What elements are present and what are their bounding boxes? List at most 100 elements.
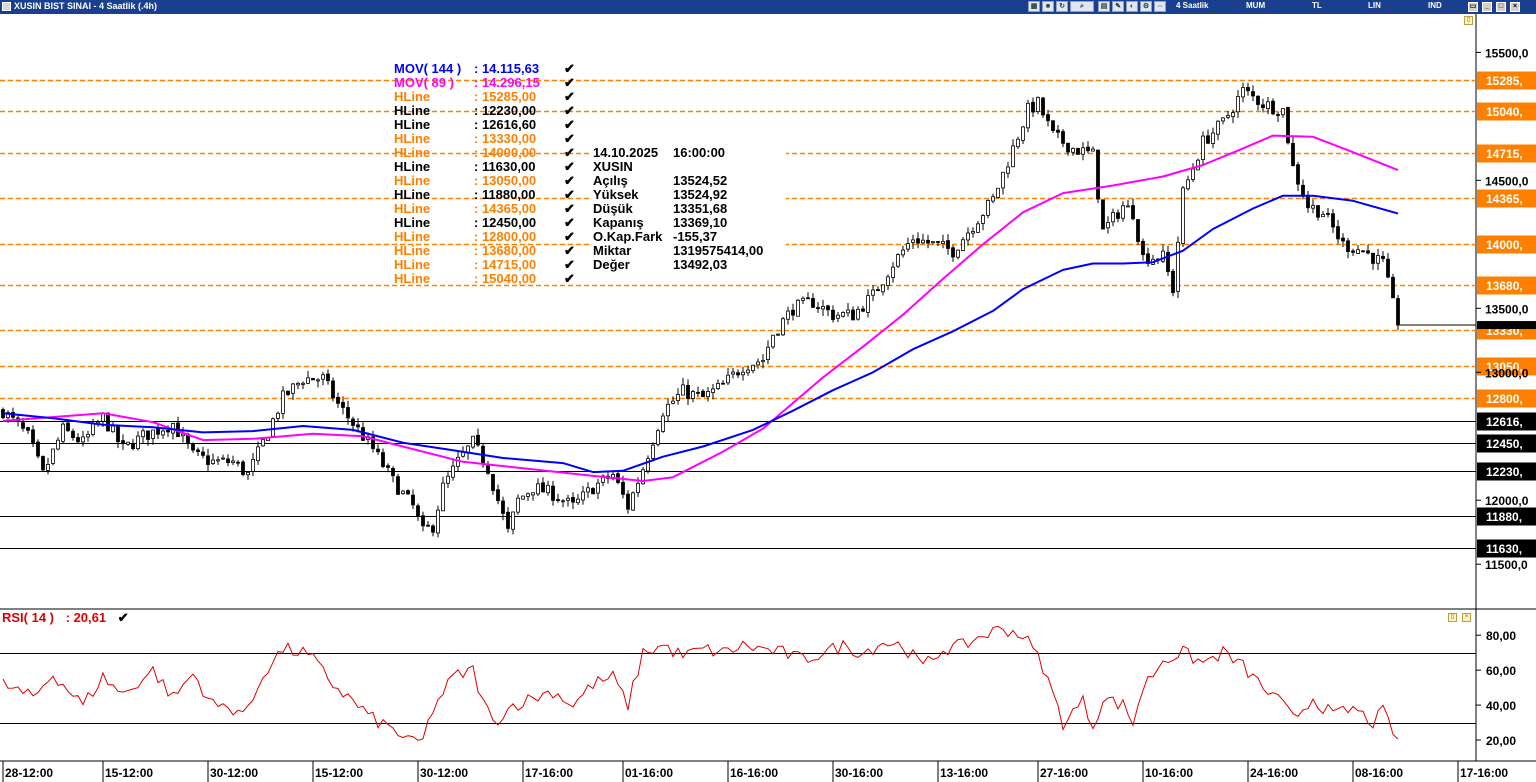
candle: [306, 370, 310, 384]
legend-check-icon[interactable]: ✔: [564, 271, 575, 286]
legend-value: : 14000,00: [474, 145, 537, 160]
legend-name: HLine: [394, 243, 431, 258]
candle: [1181, 185, 1185, 247]
rsi-panel-options-icon[interactable]: ▯: [1448, 613, 1457, 622]
candle: [866, 289, 870, 318]
minimize-window-button[interactable]: _: [1482, 2, 1492, 12]
legend-check-icon[interactable]: ✔: [564, 61, 575, 76]
candle: [291, 382, 295, 400]
legend-check-icon[interactable]: ✔: [564, 159, 575, 174]
candle: [761, 354, 765, 369]
candle: [1171, 268, 1175, 297]
candle: [891, 262, 895, 283]
restore-window-button[interactable]: ▭: [1468, 2, 1478, 12]
stop-icon[interactable]: ■: [1042, 1, 1054, 12]
expand-icon[interactable]: ⇔: [1154, 1, 1166, 12]
legend-check-icon[interactable]: ✔: [564, 75, 575, 90]
scale-selector[interactable]: LIN: [1368, 1, 1381, 10]
candle-down: [1336, 226, 1340, 240]
candle-down: [1116, 212, 1120, 219]
candle: [1096, 149, 1100, 204]
legend-check-icon[interactable]: ✔: [564, 173, 575, 188]
legend-name: HLine: [394, 187, 431, 202]
legend-name: HLine: [394, 215, 431, 230]
close-window-button[interactable]: ×: [1510, 2, 1520, 12]
candle-down: [556, 499, 560, 501]
candle: [956, 249, 960, 260]
draw-icon[interactable]: ✎: [1112, 1, 1124, 12]
info-label: O.Kap.Fark: [593, 229, 663, 244]
color-icon[interactable]: ◐: [1126, 1, 1138, 12]
hline-price-label: 12616,: [1486, 415, 1523, 429]
candle-up: [61, 423, 65, 442]
candle: [1061, 129, 1065, 148]
zoom-icon[interactable]: ⌕: [1070, 1, 1094, 12]
period-selector[interactable]: 4 Saatlik: [1176, 1, 1209, 10]
rsi-panel-close-icon[interactable]: ×: [1462, 613, 1471, 622]
legend-check-icon[interactable]: ✔: [564, 187, 575, 202]
candle-down: [1076, 148, 1080, 155]
legend-check-icon[interactable]: ✔: [564, 131, 575, 146]
candle: [1321, 210, 1325, 218]
legend-check-icon[interactable]: ✔: [564, 103, 575, 118]
chart-type-selector[interactable]: MUM: [1246, 1, 1266, 10]
panel-options-icon[interactable]: ▯: [1464, 16, 1473, 25]
indicator-tool-icon[interactable]: ▦: [1028, 1, 1040, 12]
rsi-legend-name: RSI( 14 ): [2, 610, 55, 625]
candle-down: [1041, 97, 1045, 116]
candle: [66, 419, 70, 432]
candle-up: [526, 493, 530, 497]
candle-down: [1271, 100, 1275, 115]
time-tick-label: 08-16:00: [1355, 766, 1403, 780]
mode-selector[interactable]: IND: [1428, 1, 1442, 10]
candle: [1306, 190, 1310, 213]
info-label: Kapanış: [593, 215, 644, 230]
legend-check-icon[interactable]: ✔: [564, 89, 575, 104]
candle: [826, 304, 830, 317]
grid-icon[interactable]: ▤: [1098, 1, 1110, 12]
candle-up: [886, 276, 890, 286]
candle-down: [156, 428, 160, 435]
hline-price-tag: [1477, 189, 1536, 208]
price-tick-label: 12000,0: [1485, 494, 1529, 508]
candle: [1121, 201, 1125, 222]
candle-up: [1221, 117, 1225, 122]
candle: [1226, 110, 1230, 120]
candle-up: [511, 511, 515, 530]
candle: [141, 428, 145, 444]
currency-selector[interactable]: TL: [1312, 1, 1322, 10]
candle: [1046, 109, 1050, 127]
legend-check-icon[interactable]: ✔: [564, 229, 575, 244]
candle: [916, 232, 920, 249]
candle: [276, 411, 280, 422]
legend-check-icon[interactable]: ✔: [564, 201, 575, 216]
candle: [896, 253, 900, 269]
candle-up: [646, 458, 650, 472]
candle: [1186, 175, 1190, 191]
settings-icon[interactable]: ⚙: [1140, 1, 1152, 12]
legend-check-icon[interactable]: ✔: [564, 145, 575, 160]
candle: [991, 193, 995, 204]
legend-check-icon[interactable]: ✔: [564, 117, 575, 132]
candle: [486, 461, 490, 475]
refresh-icon[interactable]: ↻: [1056, 1, 1068, 12]
legend-check-icon[interactable]: ✔: [564, 215, 575, 230]
candle: [1356, 245, 1360, 254]
candle-down: [916, 238, 920, 244]
candle: [1091, 146, 1095, 152]
legend-check-icon[interactable]: ✔: [564, 243, 575, 258]
candle-down: [1351, 250, 1355, 253]
maximize-window-button[interactable]: □: [1496, 2, 1506, 12]
legend-check-icon[interactable]: ✔: [564, 257, 575, 272]
candle: [531, 492, 535, 501]
rsi-check-icon[interactable]: ✔: [117, 610, 129, 625]
candle: [401, 489, 405, 495]
candle: [1326, 207, 1330, 218]
candle: [861, 305, 865, 313]
candle-up: [1126, 205, 1130, 208]
candle-down: [201, 451, 205, 456]
candle-down: [1061, 131, 1065, 144]
candle: [131, 439, 135, 451]
candle: [1191, 163, 1195, 183]
